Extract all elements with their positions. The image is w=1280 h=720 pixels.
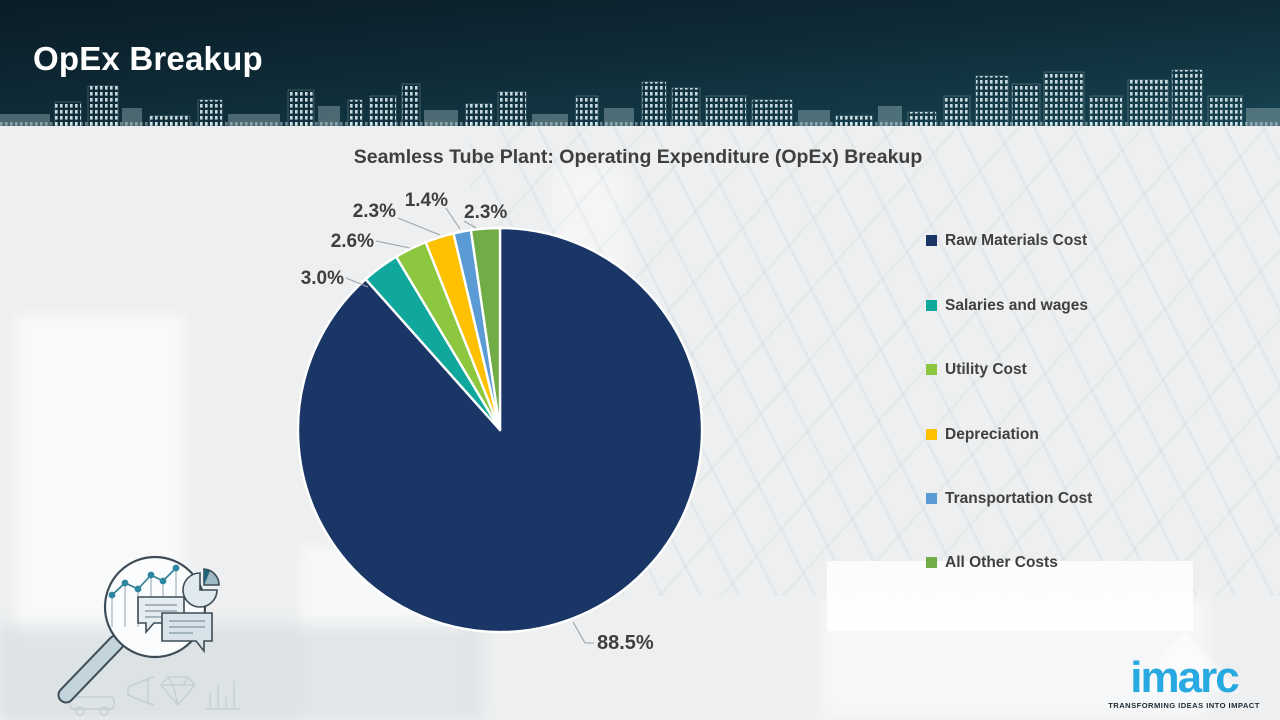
pie-value-label-raw-materials-cost: 88.5% [597, 632, 654, 654]
legend-label: Transportation Cost [945, 490, 1093, 507]
legend-item-transportation-cost: Transportation Cost [926, 489, 1092, 509]
pie-label-leader-line [375, 240, 411, 249]
skyline-building [318, 106, 340, 126]
skyline-building [87, 85, 119, 126]
skyline-building [943, 95, 971, 126]
pie-value-label-utility-cost: 2.6% [331, 231, 374, 252]
pie-value-label-depreciation: 2.3% [353, 201, 396, 222]
legend-swatch-icon [926, 557, 937, 568]
legend-label: All Other Costs [945, 554, 1058, 571]
skyline-building [671, 87, 701, 126]
skyline-building [1171, 69, 1203, 126]
chart-title: Seamless Tube Plant: Operating Expenditu… [353, 146, 923, 168]
skyline-building [1011, 83, 1041, 126]
skyline-building [1043, 71, 1085, 126]
legend-swatch-icon [926, 300, 937, 311]
skyline-building [1127, 79, 1169, 126]
skyline-building [197, 99, 223, 126]
skyline-building [401, 83, 421, 126]
skyline-building [369, 95, 397, 126]
legend-item-raw-materials-cost: Raw Materials Cost [926, 231, 1087, 251]
imarc-logo-wordmark: imarc [1130, 652, 1239, 702]
page-title: OpEx Breakup [33, 40, 263, 77]
legend-swatch-icon [926, 235, 937, 246]
skyline-building [641, 81, 667, 126]
pie-slice-all-other-costs [469, 226, 502, 432]
pie-label-leader-line [397, 217, 441, 236]
skyline-building [705, 95, 747, 126]
skyline-building [347, 99, 363, 126]
legend-swatch-icon [926, 364, 937, 375]
pie-value-label-salaries-and-wages: 3.0% [301, 268, 344, 289]
skyline-building [465, 103, 493, 126]
pie-value-label-transportation-cost: 1.4% [405, 190, 448, 211]
legend-backdrop-panel [827, 561, 1193, 631]
city-skyline-icon [0, 69, 1280, 126]
skyline-building [149, 115, 191, 126]
skyline-building [1207, 95, 1243, 126]
skyline-building [878, 106, 902, 126]
skyline-building [287, 89, 315, 126]
skyline-building [751, 99, 793, 126]
skyline-building [604, 108, 634, 126]
pie-label-leader-line [463, 220, 477, 229]
legend-item-salaries-and-wages: Salaries and wages [926, 296, 1088, 316]
skyline-building [497, 91, 527, 126]
mini-pie-chart-icon [182, 568, 220, 608]
legend-swatch-icon [926, 429, 937, 440]
opex-pie-chart: 88.5% 3.0% 2.6% 2.3% 1.4% 2.3% [296, 190, 704, 654]
legend-item-all-other-costs: All Other Costs [926, 553, 1058, 573]
legend-label: Depreciation [945, 426, 1039, 443]
skyline-building [1246, 108, 1280, 126]
legend-label: Salaries and wages [945, 297, 1089, 314]
legend-item-depreciation: Depreciation [926, 425, 1039, 445]
legend-swatch-icon [926, 493, 937, 504]
imarc-logo-tagline: TRANSFORMING IDEAS INTO IMPACT [1108, 701, 1260, 710]
imarc-logo: imarc TRANSFORMING IDEAS INTO IMPACT [1104, 652, 1264, 710]
legend-label: Utility Cost [945, 361, 1027, 378]
pie-label-leader-line [445, 207, 461, 230]
magnifier-analytics-illustration [57, 555, 240, 716]
header-banner: OpEx Breakup [0, 0, 1280, 126]
pie-value-label-all-other-costs: 2.3% [464, 202, 507, 223]
legend-item-utility-cost: Utility Cost [926, 360, 1027, 380]
legend-label: Raw Materials Cost [945, 232, 1088, 249]
skyline-building [835, 115, 873, 126]
skyline-building [1089, 95, 1123, 126]
skyline-building [975, 75, 1009, 126]
pie-label-leader-line [572, 621, 594, 644]
skyline-building [122, 108, 142, 126]
faint-doodle-icons [69, 676, 240, 716]
pie-label-leader-line [345, 277, 369, 288]
skyline-building [575, 95, 599, 126]
speech-bubbles-icon [137, 596, 213, 654]
